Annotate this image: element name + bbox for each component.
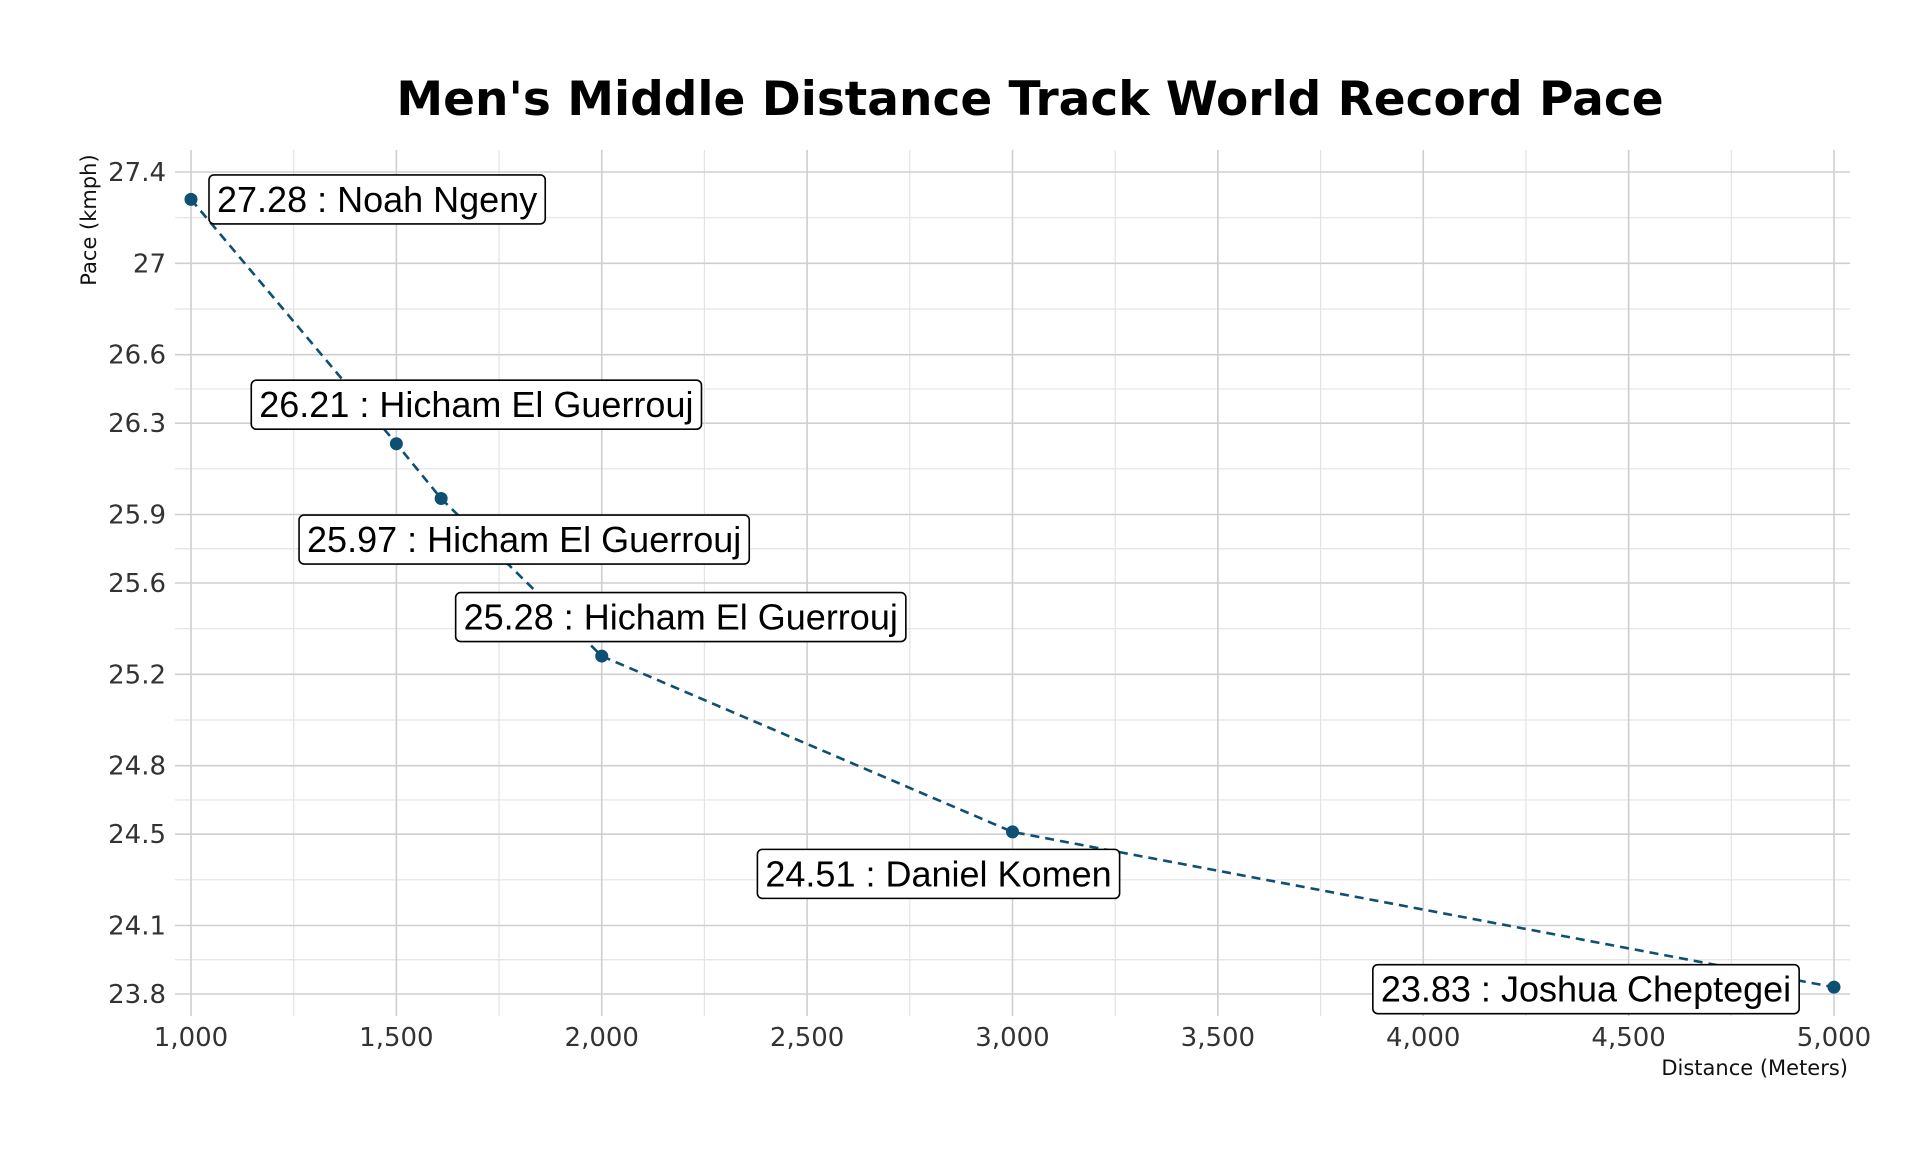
data-label-box [756,848,1121,900]
y-tick-label: 25.2 [108,660,166,690]
y-tick-label: 25.9 [108,501,166,531]
data-label: 25.28 : Hicham El Guerrouj [454,591,907,643]
data-label: 25.97 : Hicham El Guerrouj [298,514,751,565]
y-tick-label: 27 [133,249,166,279]
series-line [190,198,1835,989]
x-tick-label: 1,000 [154,1023,228,1053]
data-label-box [250,379,703,431]
axes: 1,000 1,500 2,000 2,500 3,000 3,500 4,000 4,500… [108,158,1871,1053]
data-point [1827,980,1841,994]
data-point [389,437,403,451]
data-point [184,192,198,206]
y-tick-label: 26.6 [108,341,166,371]
x-tick-label: 1,500 [359,1023,433,1053]
data-label-text: 23.83 : Joshua Cheptegei [1381,969,1791,1010]
data-point [434,492,448,506]
y-tick-label: 25.6 [108,569,166,599]
x-tick-label: 4,500 [1591,1023,1665,1053]
x-tick-label: 5,000 [1797,1023,1871,1053]
data-label: 24.51 : Daniel Komen [756,848,1121,900]
y-tick-label: 26.3 [108,409,166,439]
x-tick-label: 3,500 [1181,1023,1255,1053]
data-label-box [208,174,547,225]
y-tick-label: 24.5 [108,820,166,850]
data-label: 26.21 : Hicham El Guerrouj [250,379,703,431]
data-labels: 27.28 : Noah Ngeny 26.21 : Hicham El Guer… [208,174,1800,1015]
chart-title: Men's Middle Distance Track World Record… [396,72,1663,127]
data-label-text: 24.51 : Daniel Komen [765,853,1111,894]
data-label-text: 25.97 : Hicham El Guerrouj [307,519,741,560]
data-label-box [1372,963,1800,1015]
data-label-text: 26.21 : Hicham El Guerrouj [259,384,693,425]
x-tick-label: 2,000 [565,1023,639,1053]
y-axis-label: Pace (kmph) [77,154,101,285]
data-label: 23.83 : Joshua Cheptegei [1372,963,1800,1015]
data-label-text: 27.28 : Noah Ngeny [217,179,537,220]
y-tick-label: 23.8 [108,980,166,1010]
data-label: 27.28 : Noah Ngeny [208,174,547,225]
data-label-text: 25.28 : Hicham El Guerrouj [464,597,898,638]
y-tick-label: 27.4 [108,158,166,188]
x-tick-label: 2,500 [770,1023,844,1053]
x-tick-label: 4,000 [1386,1023,1460,1053]
y-tick-label: 24.1 [108,912,166,942]
x-axis-label: Distance (Meters) [1661,1056,1848,1080]
data-point [595,649,609,663]
data-label-box [298,514,751,565]
y-tick-label: 24.8 [108,752,166,782]
data-label-box [454,591,907,643]
data-point [1006,825,1019,839]
x-tick-label: 3,000 [975,1023,1049,1053]
data-points [184,192,1841,994]
